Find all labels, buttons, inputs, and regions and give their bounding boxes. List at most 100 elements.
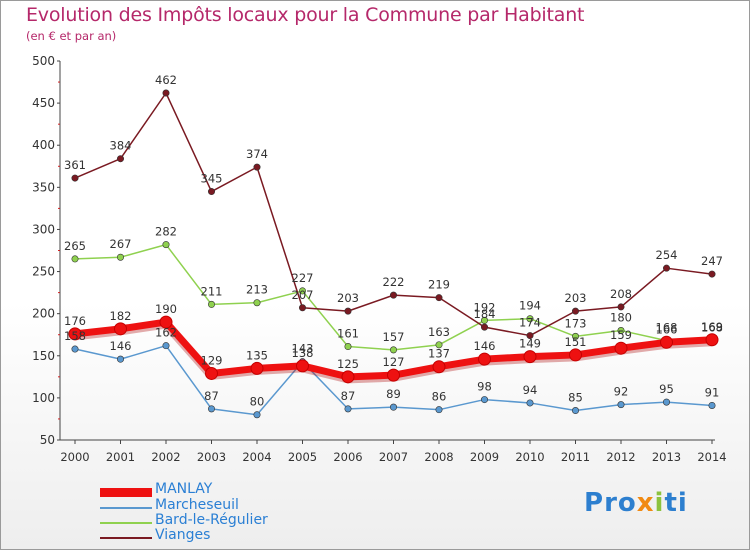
data-point	[617, 327, 625, 335]
data-point	[117, 355, 125, 363]
data-label: 190	[155, 302, 177, 316]
data-point	[705, 333, 719, 347]
x-tick-label: 2009	[470, 450, 499, 464]
data-label: 91	[705, 385, 720, 399]
y-tick-label: 250	[32, 265, 55, 279]
data-point	[526, 332, 534, 340]
data-label: 159	[610, 328, 632, 342]
data-point	[432, 360, 446, 374]
data-label: 137	[428, 347, 450, 361]
x-tick-label: 2001	[106, 450, 135, 464]
data-label: 157	[383, 330, 405, 344]
data-point	[435, 406, 443, 414]
data-point	[344, 343, 352, 351]
data-point	[296, 359, 309, 373]
data-label: 168	[701, 321, 723, 335]
data-label: 89	[386, 387, 401, 401]
data-label: 219	[428, 278, 450, 292]
data-point	[480, 396, 488, 404]
data-label: 192	[474, 300, 496, 314]
legend-label: Vianges	[155, 527, 211, 543]
logo-letter: i	[677, 488, 688, 518]
data-point	[71, 345, 79, 353]
data-point	[708, 401, 716, 409]
data-point	[208, 300, 216, 308]
y-tick-label: 500	[32, 54, 55, 68]
data-point	[298, 304, 306, 312]
data-point	[571, 307, 579, 315]
data-point	[341, 370, 355, 384]
data-label: 194	[519, 299, 541, 313]
data-point	[159, 315, 173, 329]
logo-letter: i	[654, 488, 665, 518]
data-label: 462	[155, 73, 177, 87]
data-label: 345	[201, 172, 223, 186]
y-tick-label: 400	[32, 138, 55, 152]
x-tick-label: 2011	[561, 450, 590, 464]
data-label: 149	[519, 337, 541, 351]
data-label: 247	[701, 254, 723, 268]
data-point	[162, 342, 170, 350]
data-point	[250, 361, 264, 375]
data-point	[617, 401, 625, 409]
data-point	[569, 348, 582, 362]
x-tick-label: 2003	[197, 450, 226, 464]
data-point	[662, 264, 670, 272]
data-label: 151	[565, 335, 587, 349]
data-point	[478, 352, 491, 366]
legend-label: Marcheseuil	[155, 497, 239, 513]
legend-label: Bard-le-Régulier	[155, 512, 268, 528]
x-tick-label: 2012	[606, 450, 635, 464]
data-label: 211	[201, 284, 223, 298]
data-label: 92	[614, 385, 629, 399]
data-point	[389, 403, 397, 411]
data-point	[614, 341, 628, 355]
data-point	[662, 398, 670, 406]
data-label: 267	[110, 237, 132, 251]
data-label: 125	[337, 357, 359, 371]
data-label: 166	[656, 322, 678, 336]
data-point	[117, 253, 125, 261]
data-label: 173	[565, 316, 587, 330]
data-point	[253, 163, 261, 171]
data-label: 162	[155, 326, 177, 340]
x-tick-label: 2014	[697, 450, 726, 464]
data-label: 184	[474, 307, 496, 321]
data-point	[298, 287, 306, 295]
legend-item: Vianges	[100, 527, 400, 546]
data-point	[71, 255, 79, 263]
y-tick-label: 100	[32, 391, 55, 405]
data-point	[389, 291, 397, 299]
data-point	[526, 315, 534, 323]
data-label: 227	[292, 271, 314, 285]
legend-swatch	[100, 488, 152, 497]
data-label: 182	[110, 309, 132, 323]
data-point	[71, 174, 79, 182]
data-label: 87	[341, 389, 356, 403]
chart-subtitle: (en € et par an)	[26, 29, 117, 43]
x-tick-label: 2010	[515, 450, 544, 464]
data-label: 85	[568, 391, 583, 405]
data-label: 129	[201, 353, 223, 367]
data-point	[480, 316, 488, 324]
logo-letter: t	[664, 488, 678, 518]
legend-item: Marcheseuil	[100, 497, 400, 516]
legend-item: Bard-le-Régulier	[100, 512, 400, 531]
chart-title: Evolution des Impôts locaux pour la Comm…	[26, 4, 585, 26]
data-label: 203	[337, 291, 359, 305]
data-point	[205, 366, 218, 380]
data-point	[114, 322, 127, 336]
data-label: 143	[292, 342, 314, 356]
x-tick-label: 2005	[288, 450, 317, 464]
data-point	[708, 270, 716, 278]
data-label: 146	[110, 339, 132, 353]
data-point	[617, 303, 625, 311]
legend-label: MANLAY	[155, 481, 213, 497]
data-label: 127	[383, 355, 405, 369]
data-point	[387, 368, 400, 382]
legend-swatch	[100, 537, 152, 539]
data-label: 95	[659, 382, 674, 396]
data-label: 80	[250, 395, 265, 409]
y-tick-label: 450	[32, 96, 55, 110]
data-label: 254	[656, 248, 678, 262]
